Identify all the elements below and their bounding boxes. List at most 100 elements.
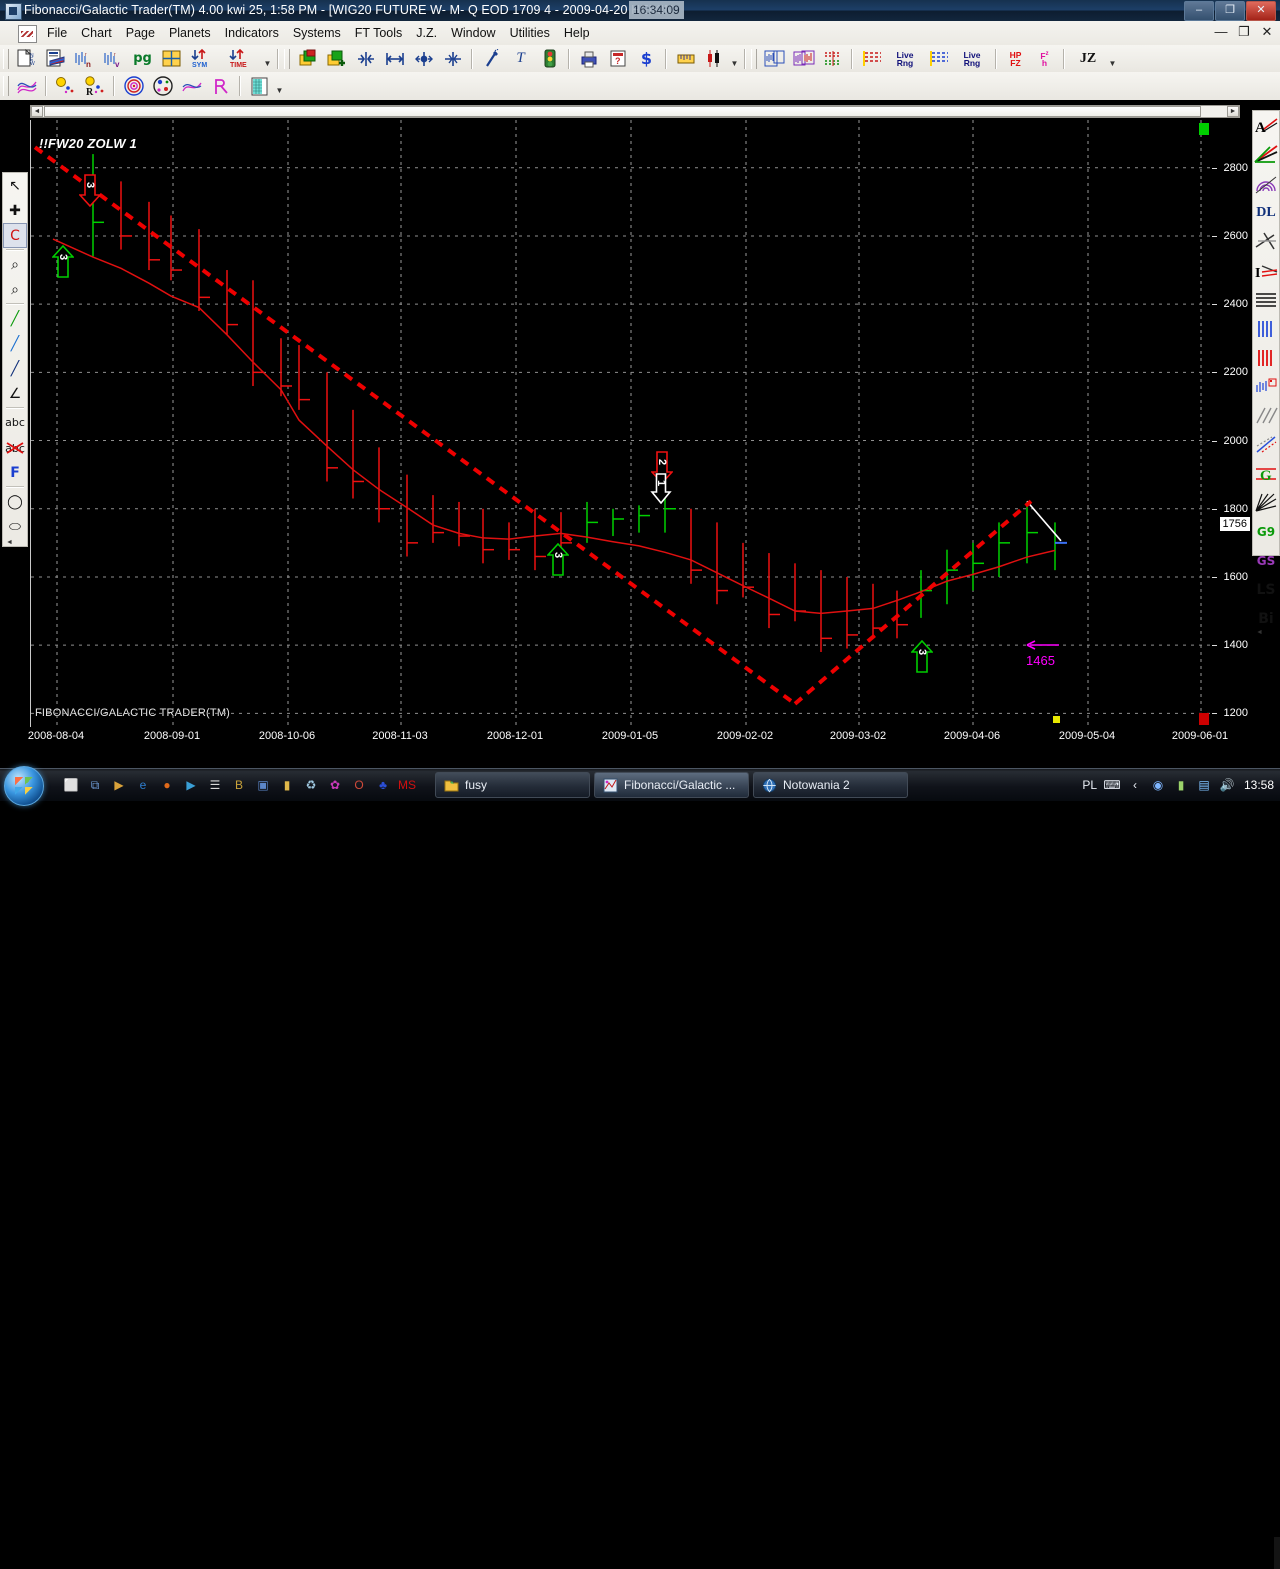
menu-item-help[interactable]: Help bbox=[563, 26, 590, 40]
menu-item-ft-tools[interactable]: FT Tools bbox=[354, 26, 403, 40]
shrink-bars-button[interactable] bbox=[439, 46, 466, 71]
menu-item-chart[interactable]: Chart bbox=[81, 26, 112, 40]
pointer-tool[interactable]: ↖ bbox=[3, 173, 27, 198]
toolbar-grip-3[interactable] bbox=[751, 48, 757, 69]
menu-item-utilities[interactable]: Utilities bbox=[509, 26, 550, 40]
gann-fan-tool[interactable] bbox=[1253, 140, 1279, 169]
parallel-lines-tool[interactable] bbox=[1253, 401, 1279, 430]
horizontal-lines-tool[interactable] bbox=[1253, 285, 1279, 314]
toolbar-grip-2[interactable] bbox=[284, 48, 290, 69]
data-table-button[interactable] bbox=[246, 74, 273, 99]
show-hidden-icons-chevron[interactable]: ‹ bbox=[1133, 778, 1137, 792]
left-palette-collapse-arrow[interactable]: ◄ bbox=[6, 539, 13, 546]
chart-plot-area[interactable]: !!FW20 ZOLW 1 FIBONACCI/GALACTIC TRADER(… bbox=[30, 120, 1211, 727]
planet-wheel-button[interactable] bbox=[149, 74, 176, 99]
planets-overflow-arrow[interactable]: ▼ bbox=[275, 86, 284, 95]
toolbar-overflow-arrow-1[interactable]: ▼ bbox=[263, 58, 272, 68]
color-app-icon[interactable]: ✿ bbox=[329, 778, 341, 792]
blue-vertical-lines-tool[interactable] bbox=[1253, 314, 1279, 343]
bi-tool[interactable]: Bi bbox=[1253, 604, 1279, 633]
zoom-in-tool[interactable]: ⌕ bbox=[3, 252, 27, 277]
ruler-button[interactable] bbox=[672, 46, 699, 71]
show-desktop-icon[interactable]: ⬜ bbox=[63, 778, 79, 792]
cross-lines-tool[interactable] bbox=[1253, 227, 1279, 256]
candle-style-button[interactable] bbox=[701, 46, 728, 71]
traffic-light-button[interactable] bbox=[536, 46, 563, 71]
right-palette-collapse-arrow[interactable]: ◄ bbox=[1256, 629, 1263, 636]
window-minimize-button[interactable]: – bbox=[1184, 1, 1214, 21]
switch-windows-icon[interactable]: ⧉ bbox=[90, 777, 100, 792]
green-pencil-tool[interactable]: ╱ bbox=[3, 306, 27, 331]
page-group-button[interactable]: pg bbox=[133, 51, 152, 66]
g9-tool[interactable]: G9 bbox=[1253, 517, 1279, 546]
arcs-tool[interactable] bbox=[1253, 169, 1279, 198]
mdi-minimize-button[interactable]: — bbox=[1214, 24, 1228, 39]
quick-launch-bar[interactable]: ⬜ ⧉ ▶ e ● ▶ ☰ B ▣ ▮ ♻ ✿ O ♣ MS bbox=[60, 773, 418, 797]
delete-text-tool[interactable]: abc bbox=[3, 435, 27, 460]
computer-icon[interactable]: ▣ bbox=[257, 778, 269, 792]
drawing-tools-palette-left[interactable]: ↖ ✚ C ⌕ ⌕ ╱ ╱ ╱ ∠ abc abc F ◯ ⬭ ◄ bbox=[2, 172, 28, 547]
start-button[interactable] bbox=[4, 766, 44, 806]
dl-tool[interactable]: DL bbox=[1253, 198, 1279, 227]
red-vertical-lines-tool[interactable] bbox=[1253, 343, 1279, 372]
date-axis[interactable]: 2008-08-04 2008-09-01 2008-10-06 2008-11-03… bbox=[28, 727, 1252, 745]
jz-tools-button[interactable]: JZ bbox=[1079, 50, 1097, 66]
trend-channel-tool[interactable] bbox=[1253, 430, 1279, 459]
sun-planet-button[interactable] bbox=[52, 74, 79, 99]
circle-tool[interactable]: ◯ bbox=[3, 489, 27, 514]
price-axis[interactable]: 2800 2600 2400 2200 2000 1800 1600 1400 1200 1756 bbox=[1210, 120, 1252, 727]
folder-icon[interactable]: ▮ bbox=[283, 778, 291, 792]
menu-item-page[interactable]: Page bbox=[125, 26, 155, 40]
tray-language-indicator[interactable]: PL bbox=[1082, 778, 1097, 792]
taskbar-item-notowania[interactable]: Notowania 2 bbox=[753, 772, 908, 798]
mdi-restore-button[interactable]: ❐ bbox=[1238, 24, 1250, 39]
live-range-red-label[interactable]: Live Rng bbox=[896, 49, 914, 68]
menu-item-file[interactable]: File bbox=[47, 26, 68, 40]
zoom-out-tool[interactable]: ⌕ bbox=[3, 277, 27, 302]
mdi-app-icon[interactable] bbox=[18, 25, 37, 43]
center-bars-button[interactable] bbox=[410, 46, 437, 71]
planet-lines-button[interactable] bbox=[13, 74, 40, 99]
window-close-button[interactable]: ✕ bbox=[1246, 1, 1276, 21]
volume-icon[interactable]: 🔊 bbox=[1219, 778, 1235, 792]
print-chart-button[interactable] bbox=[575, 46, 602, 71]
opera-icon[interactable]: O bbox=[354, 778, 364, 792]
scroll-right-button[interactable]: ► bbox=[1227, 106, 1239, 117]
planet-rx-button[interactable] bbox=[207, 74, 234, 99]
dashed-lines-button[interactable] bbox=[819, 46, 846, 71]
tray-clock[interactable]: 13:58 bbox=[1243, 778, 1275, 792]
text-tool-button[interactable]: T bbox=[516, 50, 525, 66]
compress-bars-button[interactable] bbox=[352, 46, 379, 71]
planet-curves-button[interactable] bbox=[178, 74, 205, 99]
planets-toolbar-grip[interactable] bbox=[3, 76, 9, 96]
fhz-button[interactable]: Fz h bbox=[1040, 50, 1049, 69]
gann-grid-tool[interactable]: G bbox=[1253, 459, 1279, 488]
internet-explorer-icon[interactable]: e bbox=[139, 778, 147, 792]
chart-window-1-button[interactable] bbox=[761, 46, 788, 71]
chart-window-2-button[interactable] bbox=[790, 46, 817, 71]
bitcoin-app-icon[interactable]: B bbox=[234, 778, 243, 792]
ellipse-tool[interactable]: ⬭ bbox=[3, 514, 27, 539]
live-range-red-button[interactable] bbox=[858, 46, 885, 71]
recycle-bin-icon[interactable]: ♻ bbox=[305, 778, 317, 792]
taskbar-item-fusy[interactable]: fusy bbox=[435, 772, 590, 798]
battery-icon[interactable]: ▮ bbox=[1177, 778, 1185, 792]
drawing-tools-palette-right[interactable]: A DL I G G9 GS LS Bi ◄ bbox=[1252, 110, 1280, 636]
hp-fz-button[interactable]: HP FZ bbox=[1009, 49, 1022, 68]
firefox-icon[interactable]: ● bbox=[163, 778, 171, 792]
menu-item-indicators[interactable]: Indicators bbox=[224, 26, 279, 40]
video-player-icon[interactable]: ▶ bbox=[186, 778, 196, 792]
live-range-blue-button[interactable] bbox=[925, 46, 952, 71]
toolbar-overflow-arrow-3[interactable]: ▼ bbox=[1108, 58, 1117, 68]
ms-icon[interactable]: MS bbox=[398, 778, 416, 792]
crosshair-tool[interactable]: ✚ bbox=[3, 198, 27, 223]
notepad-icon[interactable]: ☰ bbox=[209, 778, 221, 792]
angle-tool[interactable]: ∠ bbox=[3, 381, 27, 406]
blue-bars-box-tool[interactable] bbox=[1253, 372, 1279, 401]
gs-tool[interactable]: GS bbox=[1253, 546, 1279, 575]
blue-pencil-tool[interactable]: ╱ bbox=[3, 331, 27, 356]
sort-symbol-button[interactable]: SYM bbox=[187, 46, 223, 71]
network-icon[interactable]: ▤ bbox=[1198, 778, 1210, 792]
